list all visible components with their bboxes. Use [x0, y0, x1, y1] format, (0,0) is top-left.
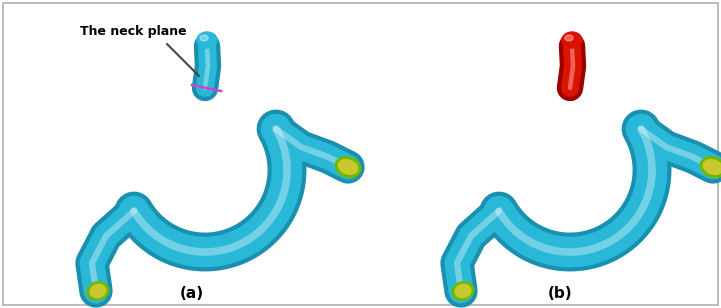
- Ellipse shape: [338, 160, 358, 174]
- Ellipse shape: [335, 156, 360, 177]
- Ellipse shape: [562, 32, 582, 48]
- Ellipse shape: [565, 35, 573, 41]
- Ellipse shape: [87, 282, 109, 300]
- Text: (a): (a): [180, 286, 204, 301]
- Ellipse shape: [200, 35, 208, 41]
- Text: The neck plane: The neck plane: [80, 25, 187, 38]
- Ellipse shape: [452, 282, 474, 300]
- Ellipse shape: [197, 32, 217, 48]
- Ellipse shape: [90, 284, 106, 298]
- Ellipse shape: [455, 284, 471, 298]
- Ellipse shape: [700, 156, 721, 177]
- Ellipse shape: [703, 160, 721, 174]
- Text: (b): (b): [548, 286, 572, 301]
